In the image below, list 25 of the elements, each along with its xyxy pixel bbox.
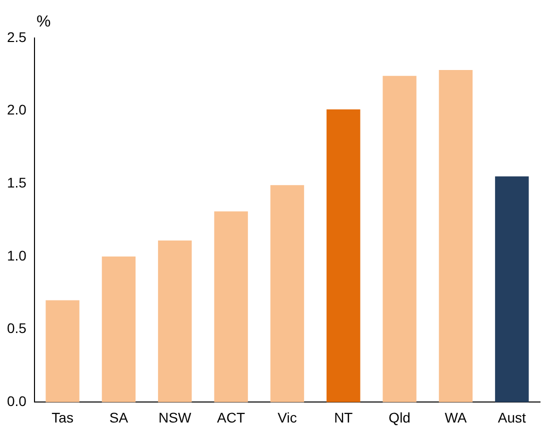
bar (438, 70, 473, 402)
bar (382, 76, 416, 402)
x-tick-label: Aust (498, 409, 526, 426)
x-tick-label: Vic (278, 409, 297, 426)
x-tick-label: ACT (217, 409, 246, 426)
bar (102, 256, 136, 402)
x-tick-label: Tas (52, 409, 74, 426)
bar (46, 300, 80, 402)
bar (158, 240, 192, 402)
x-tick-label: SA (109, 409, 129, 426)
bar (326, 109, 360, 402)
x-tick-label: NT (334, 409, 354, 426)
bar (495, 176, 529, 402)
y-tick-label: 1.0 (6, 247, 27, 264)
x-tick-label: NSW (158, 409, 192, 426)
y-tick-label: 2.0 (6, 102, 27, 118)
y-tick-label: 2.5 (6, 28, 27, 45)
y-tick-label: 0.5 (6, 320, 27, 336)
y-axis-title: % (36, 13, 51, 30)
bar (214, 211, 248, 402)
y-tick-label: 1.5 (6, 174, 27, 191)
bar (270, 185, 304, 402)
x-tick-label: WA (444, 409, 468, 426)
x-tick-label: Qld (388, 409, 410, 426)
y-tick-label: 0.0 (6, 393, 27, 410)
